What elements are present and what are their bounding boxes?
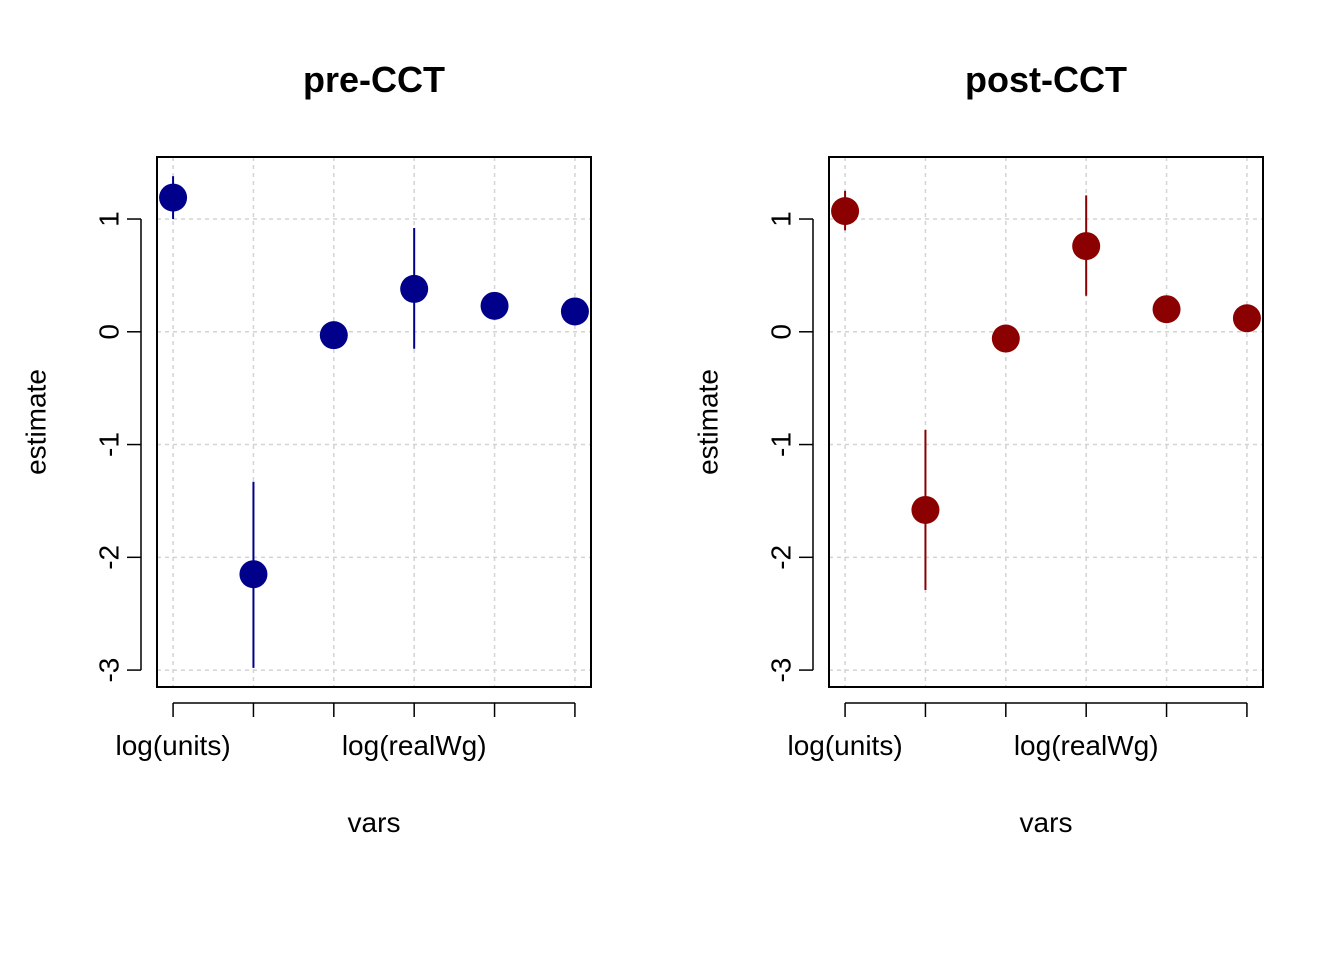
- chart-title: post-CCT: [965, 59, 1127, 100]
- y-tick-label: 0: [94, 324, 125, 340]
- y-tick-label: -3: [766, 658, 797, 683]
- x-axis-label: vars: [348, 807, 401, 838]
- x-tick-label: log(realWg): [1014, 730, 1159, 761]
- data-point: [319, 321, 348, 350]
- data-point: [239, 560, 268, 589]
- plot-frame: [828, 156, 1264, 688]
- x-tick-label: log(units): [787, 730, 902, 761]
- data-point: [1232, 304, 1261, 333]
- y-tick-label: -2: [94, 545, 125, 570]
- x-axis-label: vars: [1020, 807, 1073, 838]
- y-axis-label: estimate: [21, 369, 52, 475]
- data-point: [159, 183, 188, 212]
- data-point: [991, 324, 1020, 353]
- y-tick-label: -2: [766, 545, 797, 570]
- y-tick-label: -1: [94, 432, 125, 457]
- x-tick-label: log(units): [115, 730, 230, 761]
- y-tick-label: 0: [766, 324, 797, 340]
- chart-panel-pre-cct: log(units) log(realWg) -3 -2 -1 0 1 pre-CCT vars…: [21, 59, 592, 838]
- plot-frame: [156, 156, 592, 688]
- y-tick-label: -1: [766, 432, 797, 457]
- chart-panel-post-cct: log(units) log(realWg) -3 -2 -1 0 1 post-CCT var…: [693, 59, 1264, 838]
- data-point: [911, 495, 940, 524]
- data-point: [1072, 232, 1101, 261]
- data-point: [400, 274, 429, 303]
- y-tick-label: -3: [94, 658, 125, 683]
- chart-title: pre-CCT: [303, 59, 445, 100]
- data-point: [560, 297, 589, 326]
- y-tick-label: 1: [766, 211, 797, 227]
- y-axis-label: estimate: [693, 369, 724, 475]
- data-point: [1152, 295, 1181, 324]
- x-tick-label: log(realWg): [342, 730, 487, 761]
- data-point: [480, 291, 509, 320]
- data-point: [831, 197, 860, 226]
- y-tick-label: 1: [94, 211, 125, 227]
